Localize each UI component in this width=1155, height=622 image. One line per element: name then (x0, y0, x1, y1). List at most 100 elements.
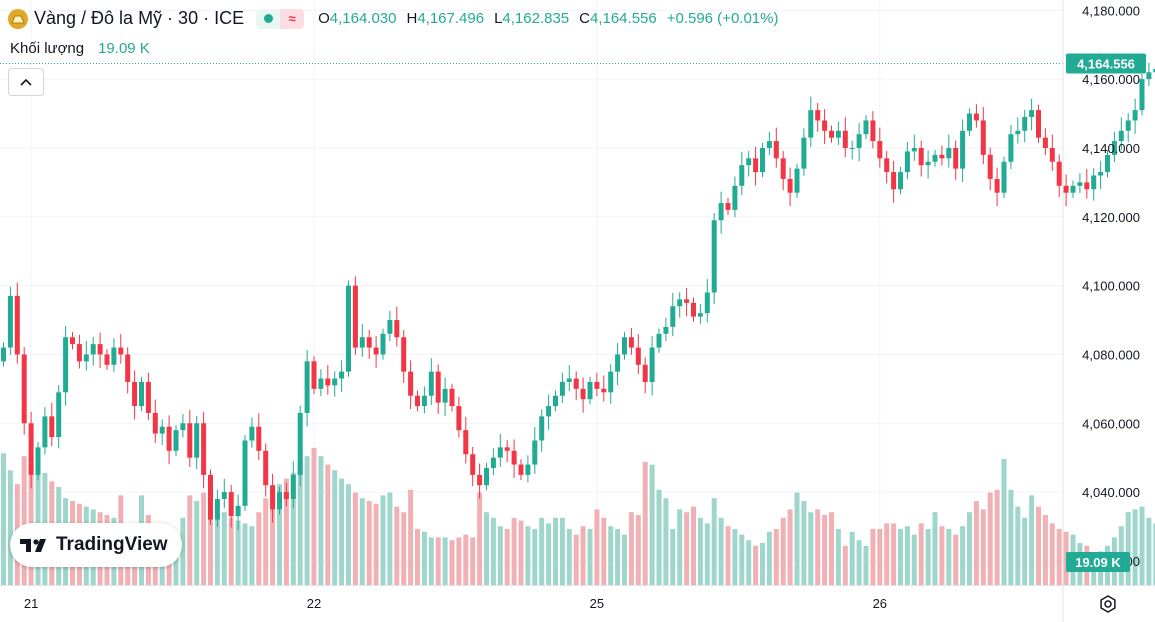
candle[interactable] (1139, 79, 1145, 111)
candle[interactable] (870, 120, 876, 142)
tradingview-logo[interactable]: TradingView (10, 523, 182, 567)
candle[interactable] (939, 154, 945, 159)
candle[interactable] (904, 151, 910, 173)
candle[interactable] (891, 172, 897, 190)
candle[interactable] (394, 320, 400, 338)
candle[interactable] (83, 354, 89, 362)
candle[interactable] (518, 464, 524, 475)
candle[interactable] (484, 468, 489, 486)
candle[interactable] (739, 165, 745, 186)
settings-button[interactable] (1096, 592, 1120, 616)
candle[interactable] (497, 447, 503, 458)
candle[interactable] (152, 412, 158, 434)
candle[interactable] (408, 371, 414, 396)
candle[interactable] (918, 147, 924, 166)
candle[interactable] (290, 474, 296, 499)
candle[interactable] (1008, 134, 1014, 162)
candle[interactable] (332, 378, 338, 386)
candle[interactable] (456, 406, 462, 431)
candle[interactable] (490, 457, 496, 468)
candle[interactable] (946, 147, 952, 159)
candle[interactable] (249, 426, 255, 441)
candle[interactable] (1125, 120, 1131, 131)
candle[interactable] (42, 416, 48, 448)
candle[interactable] (1022, 117, 1028, 131)
candle[interactable] (201, 423, 207, 475)
candle[interactable] (608, 371, 614, 393)
candle[interactable] (849, 147, 855, 149)
candle[interactable] (173, 430, 179, 451)
candle[interactable] (980, 120, 986, 155)
candle[interactable] (139, 381, 144, 407)
candle[interactable] (387, 320, 393, 334)
candle[interactable] (863, 120, 869, 135)
candle[interactable] (1132, 110, 1138, 121)
candle[interactable] (615, 354, 621, 372)
candle[interactable] (159, 426, 165, 434)
status-dot-icon[interactable] (256, 9, 280, 29)
candle[interactable] (283, 492, 289, 499)
candle[interactable] (1036, 110, 1041, 138)
candle[interactable] (28, 423, 34, 475)
candle[interactable] (7, 295, 13, 348)
candle[interactable] (401, 337, 407, 372)
candle[interactable] (663, 326, 669, 334)
candle[interactable] (877, 141, 883, 159)
candle[interactable] (994, 178, 1000, 193)
candle[interactable] (132, 381, 138, 407)
candle[interactable] (766, 141, 772, 148)
candle[interactable] (145, 381, 151, 413)
candle[interactable] (111, 347, 117, 365)
candle[interactable] (711, 220, 717, 293)
collapse-legend-button[interactable] (8, 68, 44, 96)
candle[interactable] (1056, 161, 1062, 186)
candle[interactable] (1029, 110, 1035, 117)
candle[interactable] (960, 130, 966, 169)
candle[interactable] (580, 388, 586, 400)
candle[interactable] (884, 158, 890, 173)
candle[interactable] (635, 347, 641, 365)
candle[interactable] (594, 381, 600, 389)
candle[interactable] (773, 141, 779, 159)
candle[interactable] (346, 285, 351, 372)
candle[interactable] (732, 185, 738, 210)
candle[interactable] (428, 371, 434, 396)
candle[interactable] (656, 333, 662, 348)
candle[interactable] (1105, 154, 1110, 173)
candle[interactable] (573, 378, 579, 389)
candle[interactable] (1077, 182, 1083, 186)
candle[interactable] (546, 406, 552, 417)
candle[interactable] (911, 147, 917, 152)
candle[interactable] (649, 347, 655, 382)
candle[interactable] (97, 344, 103, 355)
candle[interactable] (21, 354, 27, 424)
candle[interactable] (297, 412, 303, 475)
candle[interactable] (304, 361, 310, 413)
candle[interactable] (677, 299, 683, 307)
candle[interactable] (684, 299, 690, 303)
candle[interactable] (242, 440, 248, 506)
candle[interactable] (187, 423, 193, 458)
candle[interactable] (967, 113, 972, 131)
candle[interactable] (311, 361, 317, 389)
candle[interactable] (953, 147, 959, 169)
candle[interactable] (697, 313, 703, 317)
candle[interactable] (214, 498, 220, 520)
candle[interactable] (753, 158, 759, 173)
candle[interactable] (318, 378, 324, 389)
candle[interactable] (263, 450, 269, 486)
candle[interactable] (622, 337, 627, 355)
time-axis[interactable]: 21 22 25 26 (0, 585, 1155, 612)
candle[interactable] (277, 492, 282, 510)
candle[interactable] (104, 354, 110, 365)
candle[interactable] (256, 426, 262, 451)
candle[interactable] (463, 430, 469, 455)
candle[interactable] (35, 447, 41, 475)
candle[interactable] (270, 485, 276, 510)
candle[interactable] (118, 347, 124, 355)
candle[interactable] (442, 388, 448, 403)
candle[interactable] (352, 285, 358, 348)
candle[interactable] (1049, 147, 1055, 162)
candle[interactable] (1111, 141, 1117, 155)
candle[interactable] (898, 172, 903, 190)
